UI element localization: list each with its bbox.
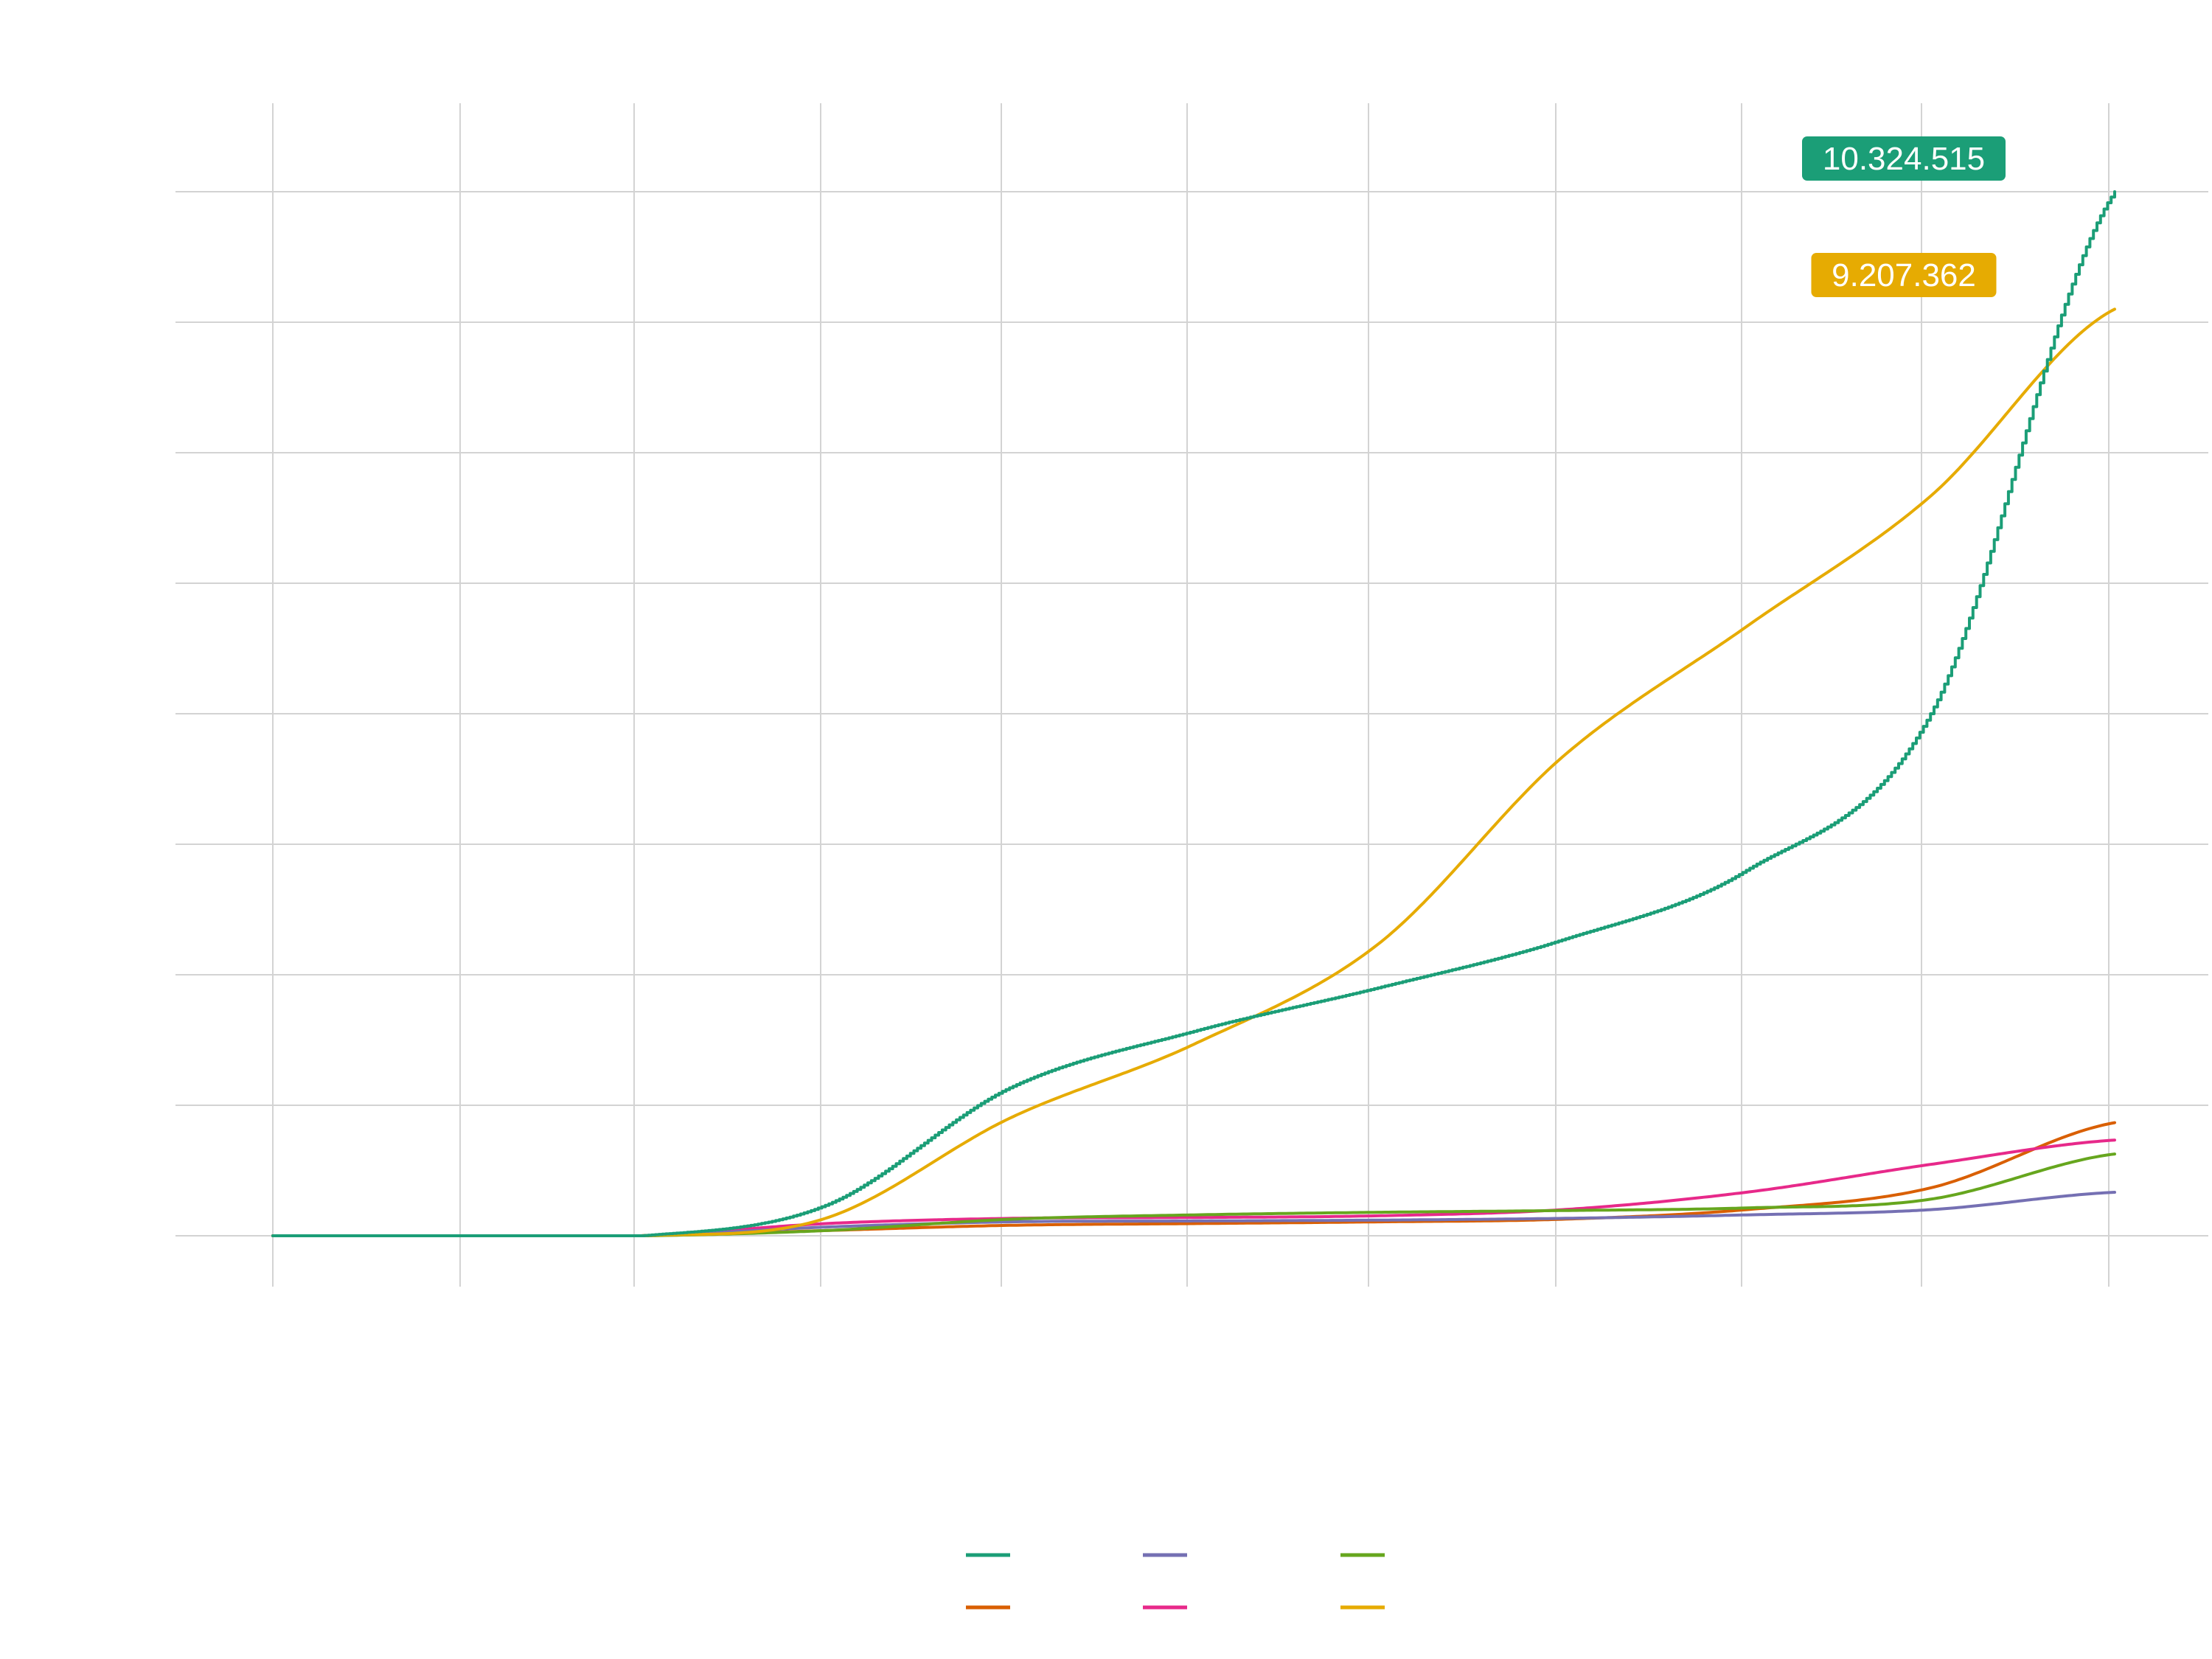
- end-label-box: [1811, 253, 1997, 297]
- series-lines: [271, 190, 2116, 1237]
- end-label: 9.207.362: [1811, 253, 1997, 297]
- end-label-text: 9.207.362: [1832, 257, 1976, 293]
- legend: [966, 1553, 1385, 1610]
- end-labels: 10.324.515 9.207.362: [1802, 136, 2006, 297]
- end-label-text: 10.324.515: [1823, 141, 1985, 177]
- end-label: 10.324.515: [1802, 136, 2006, 181]
- series-line: [271, 307, 2116, 1237]
- series-line: [271, 190, 2116, 1237]
- end-label-box: [1802, 136, 2006, 181]
